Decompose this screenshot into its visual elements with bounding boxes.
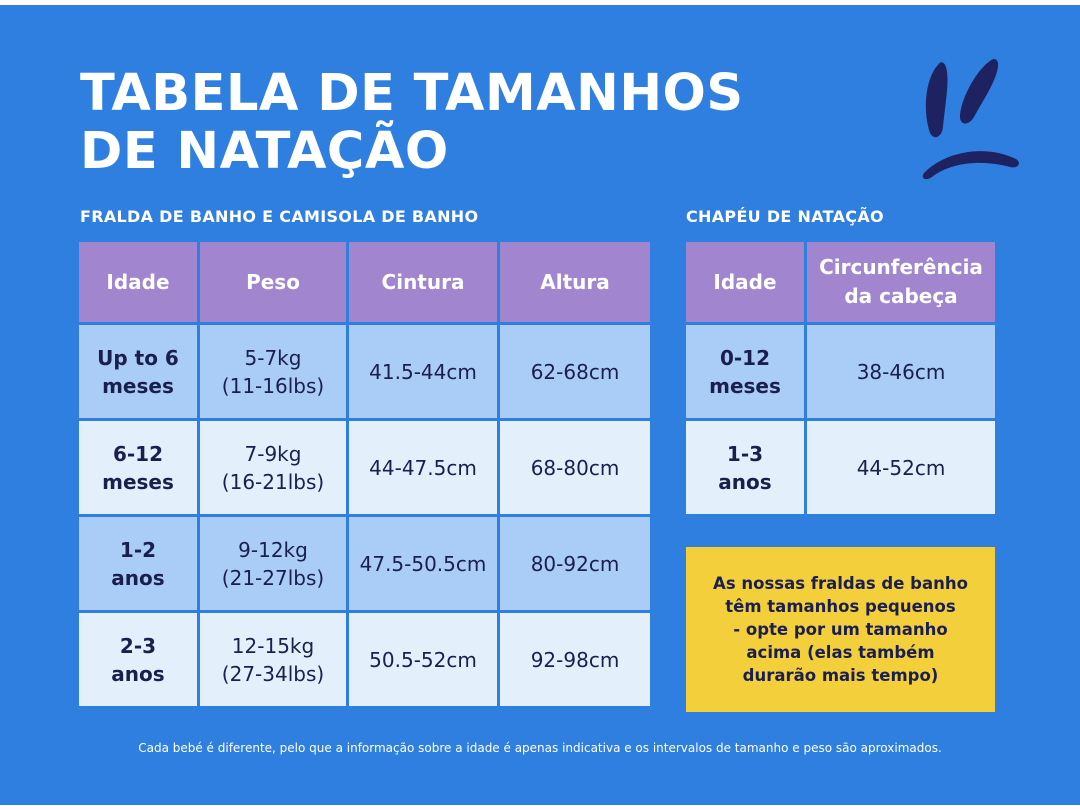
table-cell: 38-46cm <box>807 325 995 418</box>
table-cell: 44-52cm <box>807 421 995 514</box>
header-altura: Altura <box>500 242 650 322</box>
swim-hat-size-table: Idade Circunferência da cabeça 0-12 mese… <box>686 242 995 514</box>
table-cell: 1-3 anos <box>686 421 804 514</box>
header-idade: Idade <box>686 242 804 322</box>
swim-nappy-size-table: Idade Peso Cintura Altura Up to 6 meses … <box>79 242 650 706</box>
table-cell: 5-7kg (11-16lbs) <box>200 325 346 418</box>
table-cell: 44-47.5cm <box>349 421 497 514</box>
page-title-line-1: TABELA DE TAMANHOS <box>80 64 744 123</box>
table-cell: 6-12 meses <box>79 421 197 514</box>
hat-table-label: CHAPÉU DE NATAÇÃO <box>686 207 884 226</box>
header-cintura: Cintura <box>349 242 497 322</box>
table-cell: 50.5-52cm <box>349 613 497 706</box>
swim-nappy-table-label: FRALDA DE BANHO E CAMISOLA DE BANHO <box>80 207 479 226</box>
table-cell: 12-15kg (27-34lbs) <box>200 613 346 706</box>
sizing-tip-note: As nossas fraldas de banho têm tamanhos … <box>686 547 995 712</box>
footer-disclaimer: Cada bebé é diferente, pelo que a inform… <box>138 741 942 755</box>
table-cell: 1-2 anos <box>79 517 197 610</box>
table-cell: 0-12 meses <box>686 325 804 418</box>
table-cell: 7-9kg (16-21lbs) <box>200 421 346 514</box>
header-idade: Idade <box>79 242 197 322</box>
page-title-line-2: DE NATAÇÃO <box>80 122 449 181</box>
table-cell: 47.5-50.5cm <box>349 517 497 610</box>
table-cell: 68-80cm <box>500 421 650 514</box>
bunny-ears-brush-icon <box>922 59 1019 180</box>
header-peso: Peso <box>200 242 346 322</box>
table-cell: 41.5-44cm <box>349 325 497 418</box>
table-cell: 9-12kg (21-27lbs) <box>200 517 346 610</box>
background-panel: TABELA DE TAMANHOS DE NATAÇÃO FRALDA DE … <box>0 5 1080 805</box>
header-circunferencia: Circunferência da cabeça <box>807 242 995 322</box>
table-cell: 62-68cm <box>500 325 650 418</box>
page-title: TABELA DE TAMANHOS DE NATAÇÃO <box>80 65 744 181</box>
table-cell: Up to 6 meses <box>79 325 197 418</box>
table-cell: 2-3 anos <box>79 613 197 706</box>
table-cell: 92-98cm <box>500 613 650 706</box>
table-cell: 80-92cm <box>500 517 650 610</box>
